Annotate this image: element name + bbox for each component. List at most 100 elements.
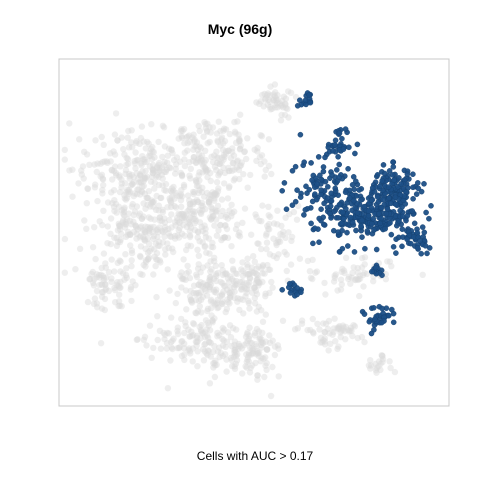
inactive-cell-point [181, 340, 188, 347]
inactive-cell-point [128, 247, 136, 254]
inactive-cell-point [158, 194, 165, 202]
inactive-cell-point [351, 323, 359, 330]
inactive-cell-point [114, 227, 122, 234]
inactive-cell-point [258, 354, 265, 361]
inactive-cell-point [125, 160, 132, 167]
inactive-cell-point [193, 332, 201, 339]
inactive-cell-point [222, 351, 229, 358]
inactive-cell-point [345, 327, 352, 334]
inactive-cell-point [235, 340, 242, 348]
inactive-cell-point [228, 243, 235, 250]
inactive-cell-point [248, 351, 255, 358]
inactive-cell-point [102, 286, 109, 294]
inactive-cell-point [224, 286, 231, 293]
inactive-cell-point [253, 214, 260, 221]
inactive-cell-point [100, 207, 107, 214]
inactive-cell-point [140, 336, 148, 343]
inactive-cell-point [112, 299, 119, 306]
inactive-cell-point [227, 154, 235, 162]
inactive-cell-point [214, 348, 222, 355]
inactive-cell-point [141, 174, 148, 182]
active-cell-point [359, 234, 365, 240]
inactive-cell-point [242, 293, 249, 300]
inactive-cell-point [213, 272, 220, 280]
active-cell-point [308, 220, 314, 227]
active-cell-point [368, 197, 375, 204]
inactive-cell-point [270, 220, 278, 227]
inactive-cell-point [269, 363, 276, 371]
inactive-cell-point [110, 187, 118, 194]
inactive-cell-point [202, 225, 209, 233]
inactive-cell-point [247, 364, 254, 372]
inactive-cell-point [137, 270, 144, 278]
inactive-cell-point [286, 210, 293, 218]
inactive-cell-point [121, 195, 128, 202]
inactive-cell-point [250, 253, 257, 260]
inactive-cell-point [255, 349, 263, 356]
inactive-cell-point [190, 331, 197, 339]
inactive-cell-point [125, 210, 132, 217]
inactive-cell-point [127, 231, 134, 239]
inactive-cell-point [183, 223, 190, 230]
inactive-cell-point [234, 221, 241, 228]
inactive-cell-point [256, 100, 263, 108]
inactive-cell-point [233, 277, 240, 285]
inactive-cell-point [209, 205, 216, 213]
inactive-cell-point [135, 186, 142, 193]
inactive-cell-point [97, 271, 105, 279]
inactive-cell-point [181, 329, 188, 337]
inactive-cell-point [180, 216, 187, 223]
inactive-cell-point [240, 310, 247, 317]
inactive-cell-point [221, 137, 229, 145]
inactive-cell-point [204, 351, 211, 359]
inactive-cell-point [122, 180, 129, 187]
inactive-cell-point [154, 313, 161, 320]
inactive-cell-point [99, 186, 106, 194]
inactive-cell-point [100, 277, 108, 284]
inactive-cell-point [247, 339, 254, 346]
inactive-cell-point [235, 166, 243, 174]
inactive-cell-point [133, 139, 140, 146]
inactive-cell-point [372, 367, 380, 374]
inactive-cell-point [186, 274, 194, 282]
inactive-cell-point [110, 167, 118, 175]
inactive-cell-point [93, 271, 101, 278]
inactive-cell-point [141, 190, 149, 197]
inactive-cell-point [228, 357, 235, 364]
inactive-cell-point [229, 257, 236, 264]
inactive-cell-point [246, 275, 254, 282]
inactive-cell-point [214, 329, 221, 337]
inactive-cell-point [145, 188, 153, 195]
inactive-cell-point [166, 233, 174, 240]
inactive-cell-point [334, 345, 341, 353]
inactive-cell-point [99, 190, 106, 197]
inactive-cell-point [179, 210, 186, 217]
inactive-cell-point [360, 283, 367, 290]
inactive-cell-point [226, 207, 233, 214]
inactive-cell-point [99, 221, 106, 229]
inactive-cell-point [213, 154, 221, 162]
inactive-cell-point [120, 146, 127, 153]
inactive-cell-point [312, 269, 319, 276]
inactive-cell-point [102, 260, 109, 267]
inactive-cell-point [111, 197, 118, 204]
inactive-cell-point [150, 166, 157, 174]
inactive-cell-point [207, 339, 215, 347]
active-cell-point [410, 184, 416, 191]
inactive-cell-point [219, 280, 226, 287]
inactive-cell-point [195, 172, 202, 179]
inactive-cell-point [244, 329, 251, 336]
inactive-cell-point [164, 159, 171, 166]
inactive-cell-point [131, 190, 138, 197]
inactive-cell-point [285, 114, 292, 121]
inactive-cell-point [187, 287, 194, 295]
inactive-cell-point [199, 160, 206, 167]
active-cell-point [397, 207, 403, 214]
inactive-cell-point [264, 346, 271, 353]
inactive-cell-point [217, 127, 224, 135]
inactive-cell-point [194, 308, 202, 315]
inactive-cell-point [245, 279, 253, 286]
inactive-cell-point [231, 363, 238, 370]
inactive-cell-point [176, 192, 183, 200]
inactive-cell-point [213, 191, 220, 198]
